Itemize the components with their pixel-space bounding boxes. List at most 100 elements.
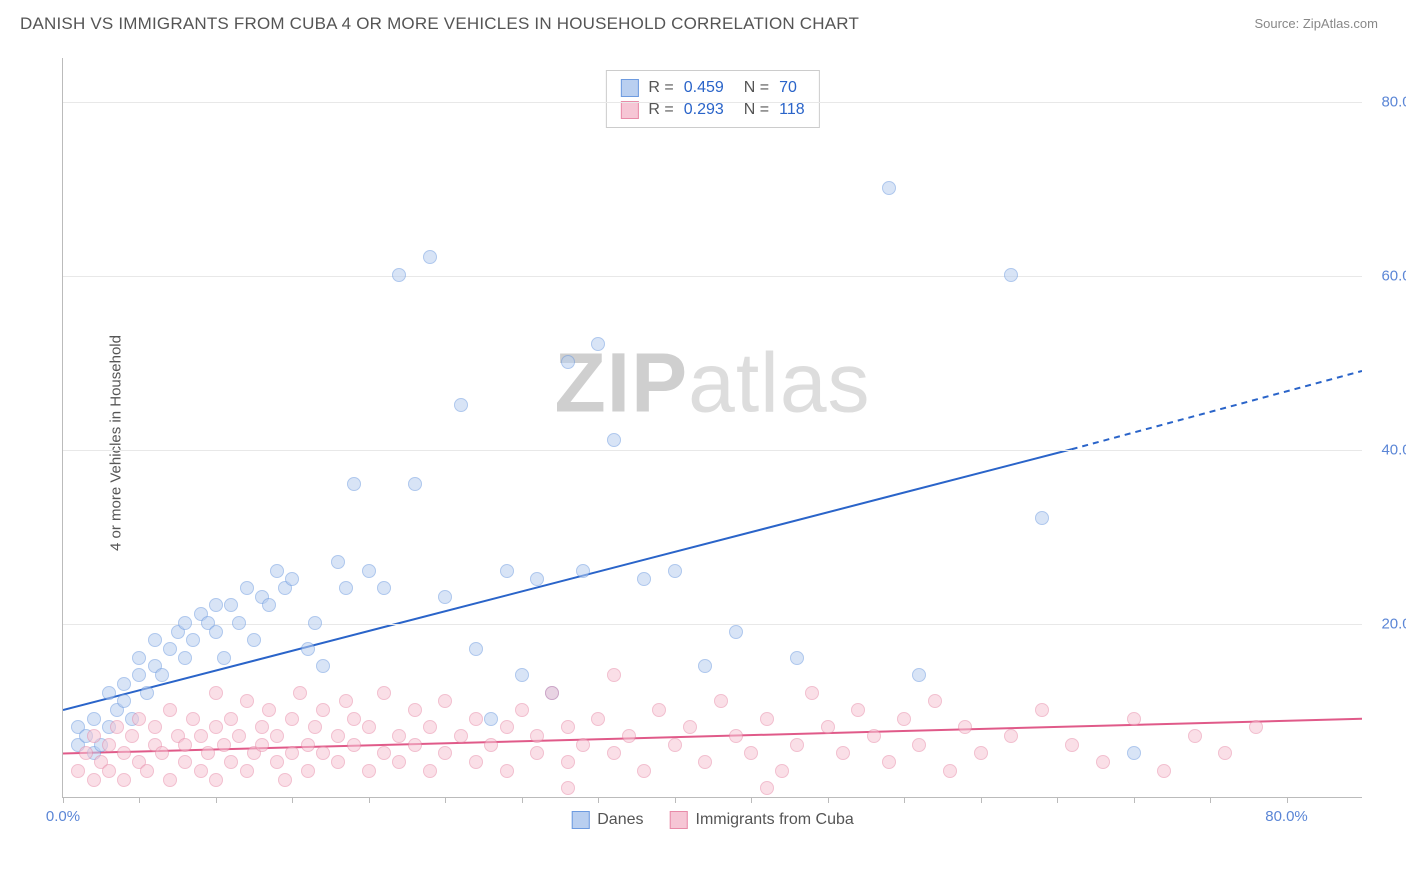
scatter-point	[201, 746, 215, 760]
scatter-point	[561, 720, 575, 734]
scatter-point	[1249, 720, 1263, 734]
x-tick	[675, 797, 676, 803]
scatter-point	[140, 764, 154, 778]
x-tick	[216, 797, 217, 803]
scatter-point	[240, 764, 254, 778]
scatter-point	[155, 746, 169, 760]
x-tick	[522, 797, 523, 803]
y-tick-label: 40.0%	[1381, 441, 1406, 458]
scatter-point	[1035, 703, 1049, 717]
scatter-point	[805, 686, 819, 700]
scatter-point	[515, 668, 529, 682]
scatter-point	[301, 642, 315, 656]
scatter-point	[607, 668, 621, 682]
x-tick	[1057, 797, 1058, 803]
scatter-point	[515, 703, 529, 717]
gridline	[63, 450, 1362, 451]
legend-r-value: 0.459	[684, 79, 724, 97]
x-tick	[292, 797, 293, 803]
scatter-point	[392, 755, 406, 769]
scatter-point	[974, 746, 988, 760]
scatter-point	[285, 746, 299, 760]
x-tick	[751, 797, 752, 803]
scatter-point	[867, 729, 881, 743]
scatter-point	[194, 764, 208, 778]
scatter-point	[209, 625, 223, 639]
scatter-point	[285, 712, 299, 726]
scatter-point	[943, 764, 957, 778]
scatter-point	[423, 250, 437, 264]
scatter-point	[178, 738, 192, 752]
scatter-point	[454, 398, 468, 412]
scatter-point	[347, 738, 361, 752]
scatter-point	[377, 686, 391, 700]
legend-series-name: Danes	[597, 811, 643, 829]
scatter-point	[607, 433, 621, 447]
scatter-point	[178, 755, 192, 769]
scatter-point	[882, 755, 896, 769]
scatter-point	[882, 181, 896, 195]
scatter-point	[255, 720, 269, 734]
chart-title: DANISH VS IMMIGRANTS FROM CUBA 4 OR MORE…	[20, 14, 859, 34]
legend-r-label: R =	[648, 79, 673, 97]
scatter-point	[87, 773, 101, 787]
plot-area: ZIPatlas R =0.459N =70R =0.293N =118 Dan…	[62, 58, 1362, 798]
scatter-point	[530, 746, 544, 760]
scatter-point	[637, 764, 651, 778]
scatter-point	[102, 686, 116, 700]
legend-n-value: 70	[779, 79, 797, 97]
legend-stats-row: R = 0.459 N = 70	[620, 77, 804, 99]
scatter-point	[1065, 738, 1079, 752]
scatter-point	[775, 764, 789, 778]
scatter-point	[148, 633, 162, 647]
scatter-point	[377, 746, 391, 760]
scatter-point	[500, 720, 514, 734]
gridline	[63, 624, 1362, 625]
legend-n-label: N =	[744, 79, 769, 97]
scatter-point	[576, 564, 590, 578]
scatter-point	[270, 755, 284, 769]
x-tick	[904, 797, 905, 803]
gridline	[63, 102, 1362, 103]
scatter-point	[530, 729, 544, 743]
scatter-point	[132, 651, 146, 665]
scatter-point	[224, 598, 238, 612]
scatter-point	[897, 712, 911, 726]
scatter-point	[438, 694, 452, 708]
scatter-point	[652, 703, 666, 717]
scatter-point	[591, 712, 605, 726]
x-tick	[1287, 797, 1288, 803]
scatter-point	[683, 720, 697, 734]
scatter-point	[790, 738, 804, 752]
scatter-point	[331, 729, 345, 743]
scatter-point	[408, 738, 422, 752]
scatter-point	[561, 781, 575, 795]
legend-r-value: 0.293	[684, 101, 724, 119]
scatter-point	[423, 764, 437, 778]
scatter-point	[912, 738, 926, 752]
scatter-point	[637, 572, 651, 586]
scatter-point	[270, 729, 284, 743]
y-tick-label: 80.0%	[1381, 93, 1406, 110]
scatter-point	[500, 564, 514, 578]
scatter-point	[668, 564, 682, 578]
scatter-point	[744, 746, 758, 760]
scatter-point	[392, 268, 406, 282]
scatter-point	[102, 738, 116, 752]
scatter-point	[362, 564, 376, 578]
scatter-point	[262, 598, 276, 612]
scatter-point	[316, 746, 330, 760]
scatter-point	[278, 773, 292, 787]
scatter-point	[714, 694, 728, 708]
scatter-point	[117, 694, 131, 708]
scatter-point	[316, 703, 330, 717]
scatter-point	[224, 755, 238, 769]
scatter-point	[438, 590, 452, 604]
scatter-point	[186, 712, 200, 726]
scatter-point	[155, 668, 169, 682]
scatter-point	[217, 651, 231, 665]
scatter-point	[1157, 764, 1171, 778]
legend-bottom: DanesImmigrants from Cuba	[571, 811, 854, 829]
x-tick	[828, 797, 829, 803]
scatter-point	[316, 659, 330, 673]
